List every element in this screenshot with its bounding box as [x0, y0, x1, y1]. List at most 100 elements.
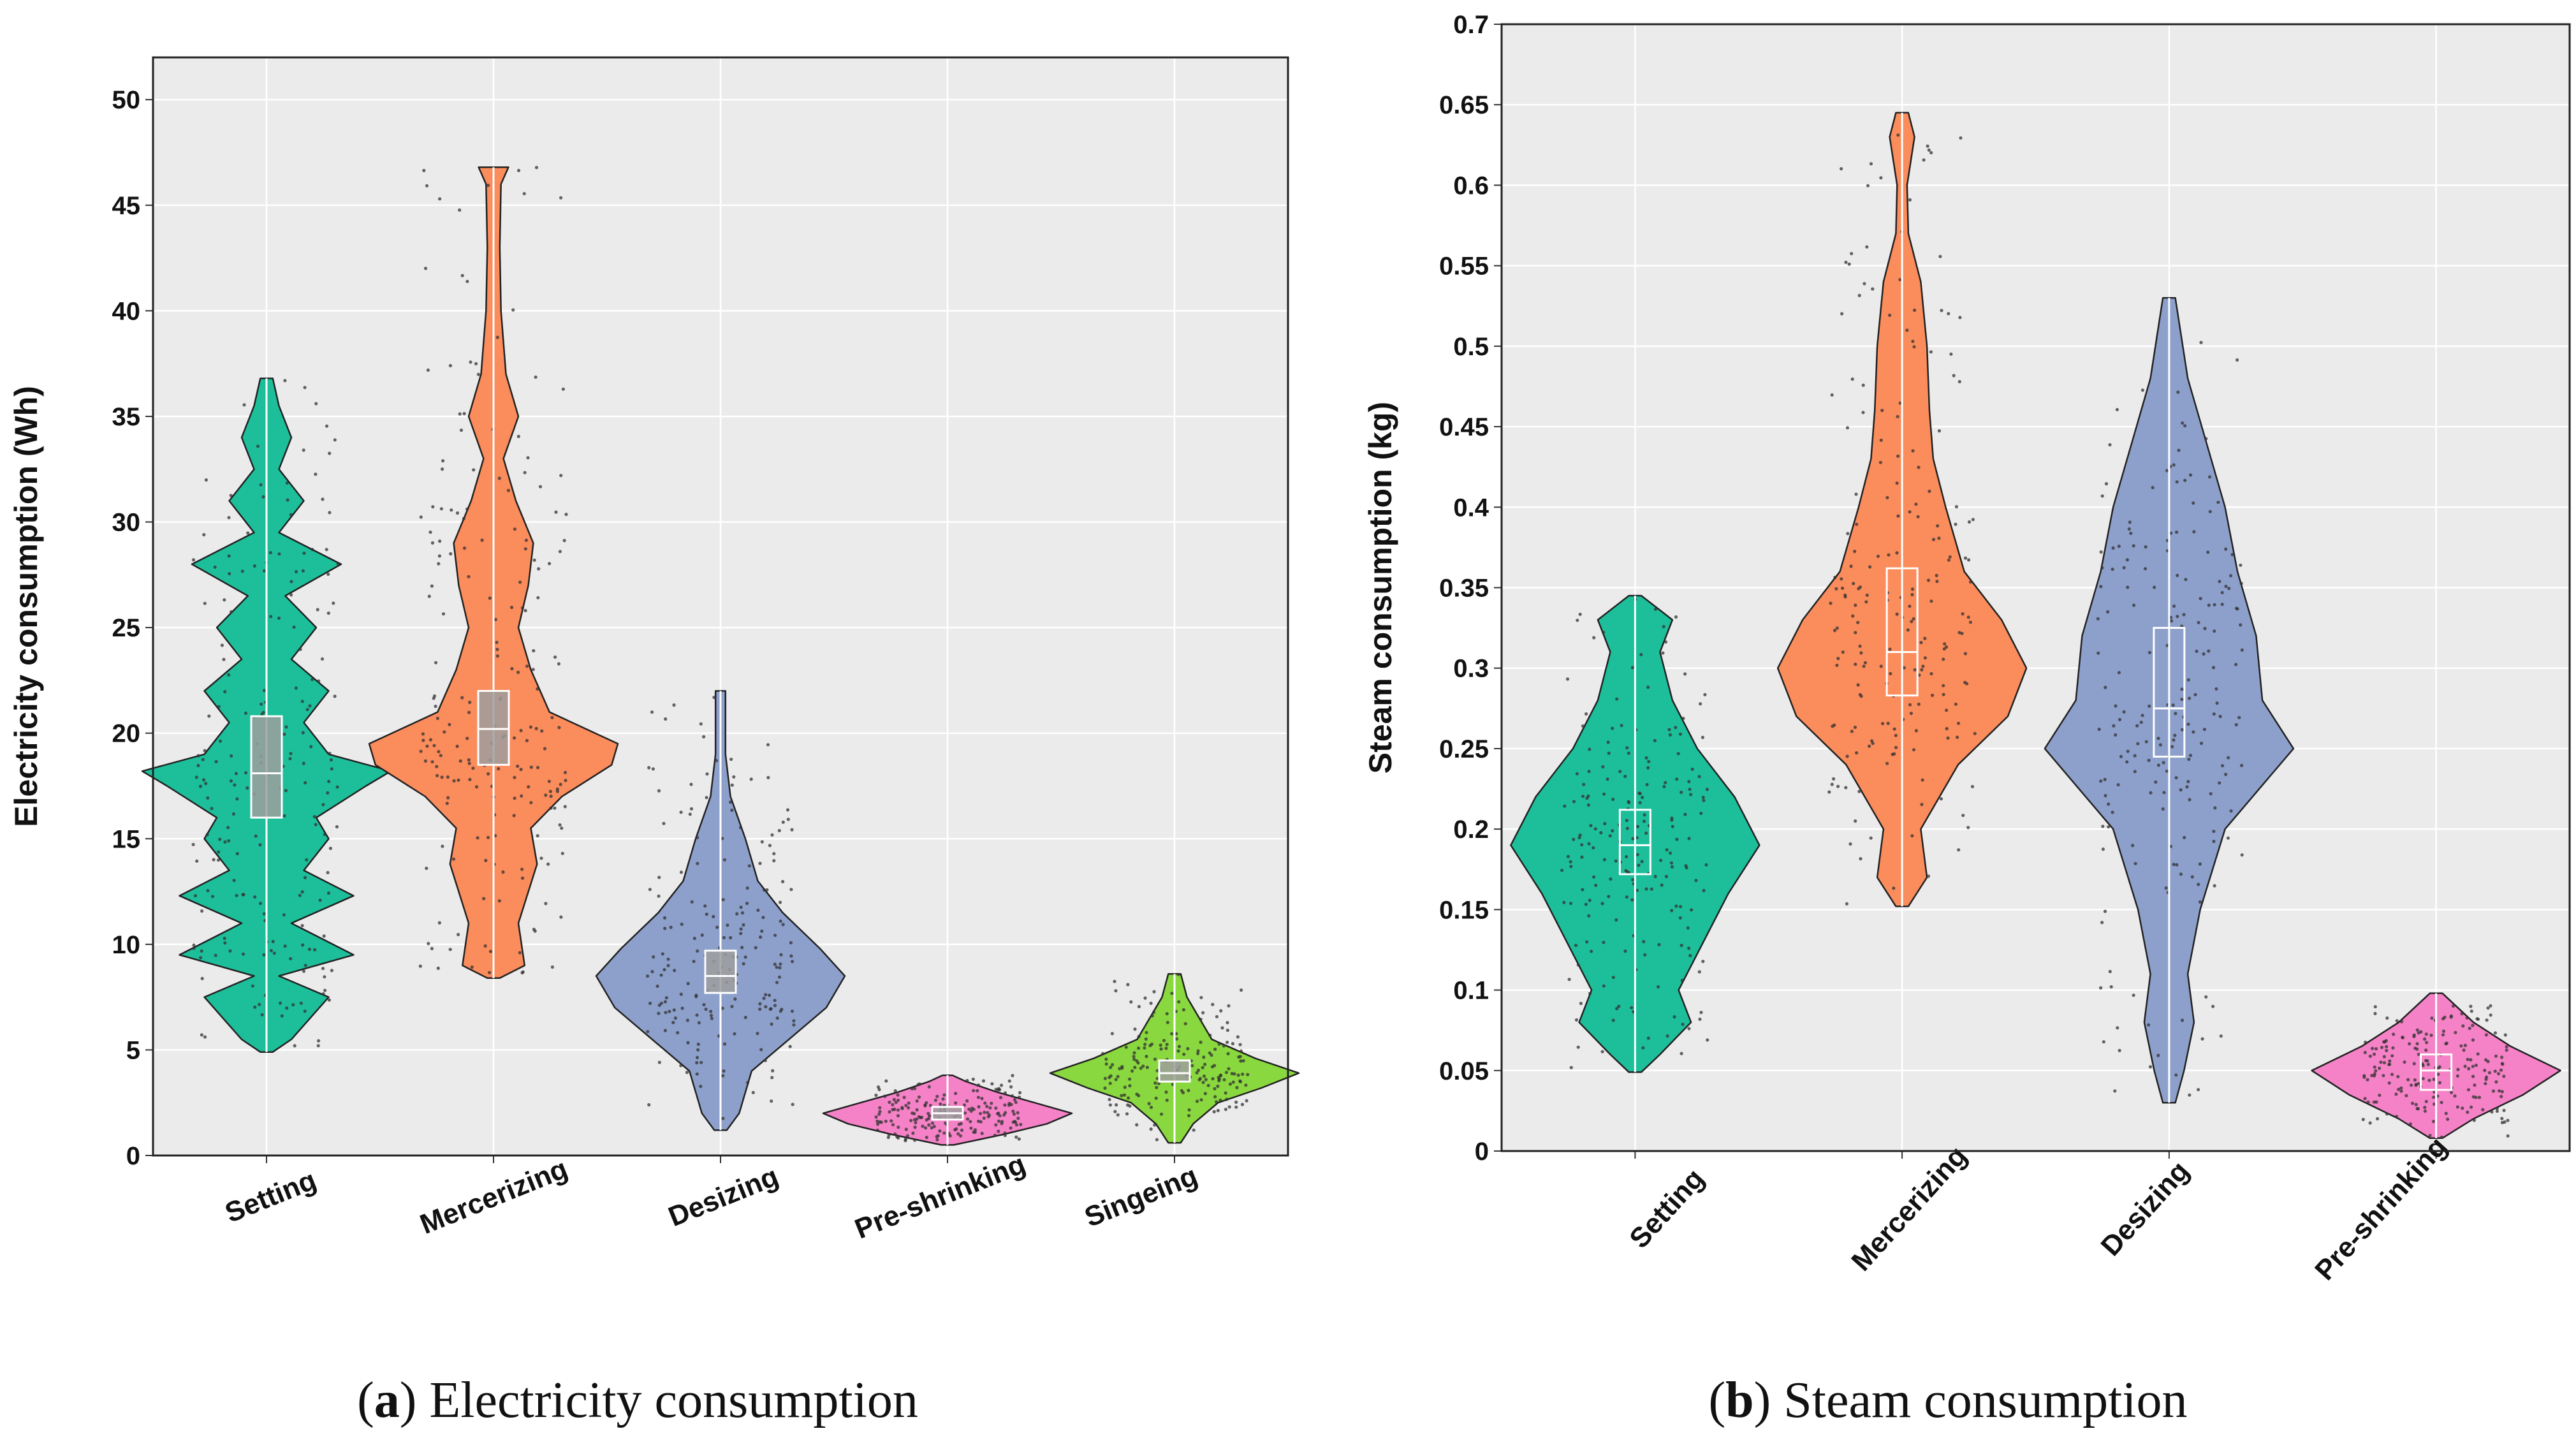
data-point: [308, 704, 312, 708]
data-point: [1585, 940, 1589, 944]
caption-electricity-letter: a: [374, 1372, 400, 1428]
y-tick-label: 0.6: [1453, 172, 1489, 200]
data-point: [979, 1112, 983, 1115]
data-point: [695, 1055, 699, 1059]
data-point: [468, 700, 472, 704]
data-point: [1889, 671, 1892, 675]
data-point: [775, 965, 779, 969]
data-point: [1855, 751, 1859, 755]
data-point: [1004, 1111, 1007, 1115]
data-point: [244, 711, 248, 715]
data-point: [777, 975, 782, 979]
data-point: [1864, 600, 1868, 604]
data-point: [1960, 631, 1964, 635]
data-point: [458, 759, 462, 763]
data-point: [893, 1132, 897, 1136]
data-point: [1578, 833, 1582, 837]
data-point: [781, 923, 785, 927]
data-point: [2432, 1078, 2436, 1082]
data-point: [699, 1085, 703, 1089]
data-point: [1664, 874, 1669, 879]
data-point: [771, 1069, 775, 1073]
data-point: [441, 459, 445, 463]
data-point: [1190, 1064, 1194, 1067]
data-point: [2107, 802, 2111, 806]
data-point: [2230, 553, 2234, 557]
data-point: [2487, 1071, 2491, 1075]
data-point: [272, 951, 276, 955]
data-point: [764, 993, 768, 997]
data-point: [2174, 712, 2177, 715]
y-tick-label: 0.35: [1439, 575, 1489, 603]
data-point: [729, 800, 733, 804]
data-point: [1187, 1089, 1190, 1092]
data-point: [1850, 377, 1854, 381]
data-point: [2368, 1121, 2372, 1125]
data-point: [2378, 1066, 2382, 1070]
data-point: [1624, 869, 1628, 872]
data-point: [1000, 1083, 1004, 1087]
data-point: [522, 192, 526, 196]
data-point: [942, 1093, 946, 1097]
data-point: [314, 473, 318, 476]
data-point: [1567, 978, 1571, 981]
data-point: [1615, 697, 1619, 701]
data-point: [2116, 783, 2120, 787]
data-point: [2173, 733, 2177, 737]
data-point: [1947, 312, 1950, 316]
data-point: [445, 802, 449, 805]
data-point: [526, 456, 530, 460]
data-point: [2408, 1042, 2411, 1046]
data-point: [2461, 1024, 2465, 1028]
data-point: [1869, 162, 1873, 166]
data-point: [335, 785, 339, 789]
data-point: [2180, 687, 2184, 691]
data-point: [200, 1033, 203, 1037]
data-point: [1680, 943, 1683, 948]
data-point: [1162, 1039, 1166, 1043]
data-point: [1139, 1066, 1143, 1070]
data-point: [770, 1022, 773, 1026]
data-point: [2100, 921, 2104, 925]
data-point: [216, 858, 221, 862]
data-point: [2104, 482, 2109, 486]
data-point: [2467, 1067, 2471, 1071]
data-point: [511, 308, 515, 312]
data-point: [326, 611, 330, 615]
data-point: [993, 1133, 997, 1137]
data-point: [1913, 308, 1917, 312]
data-point: [2382, 1074, 2385, 1078]
data-point: [234, 772, 238, 775]
data-point: [883, 1094, 887, 1098]
data-point: [2408, 1122, 2412, 1126]
data-point: [2220, 603, 2224, 606]
data-point: [536, 766, 540, 770]
data-point: [451, 857, 456, 861]
data-point: [548, 562, 552, 566]
data-point: [768, 844, 772, 847]
data-point: [662, 968, 666, 972]
data-point: [973, 1128, 977, 1132]
data-point: [2161, 807, 2165, 811]
data-point: [1623, 949, 1627, 953]
data-point: [2188, 754, 2193, 758]
data-point: [874, 1115, 878, 1119]
data-point: [1576, 963, 1580, 967]
data-point: [536, 834, 539, 838]
data-point: [2436, 1073, 2440, 1076]
data-point: [258, 902, 263, 906]
data-point: [1580, 855, 1584, 859]
data-point: [930, 1126, 933, 1130]
data-point: [1671, 825, 1674, 828]
data-point: [697, 1021, 701, 1025]
data-point: [336, 562, 340, 566]
data-point: [2373, 1011, 2377, 1015]
data-point: [1009, 1126, 1013, 1130]
data-point: [2193, 693, 2197, 696]
data-point: [2378, 1093, 2382, 1097]
y-tick-label: 0: [126, 1142, 140, 1170]
data-point: [2392, 1032, 2396, 1036]
data-point: [1657, 943, 1661, 946]
data-point: [418, 964, 422, 968]
data-point: [1132, 1055, 1136, 1059]
